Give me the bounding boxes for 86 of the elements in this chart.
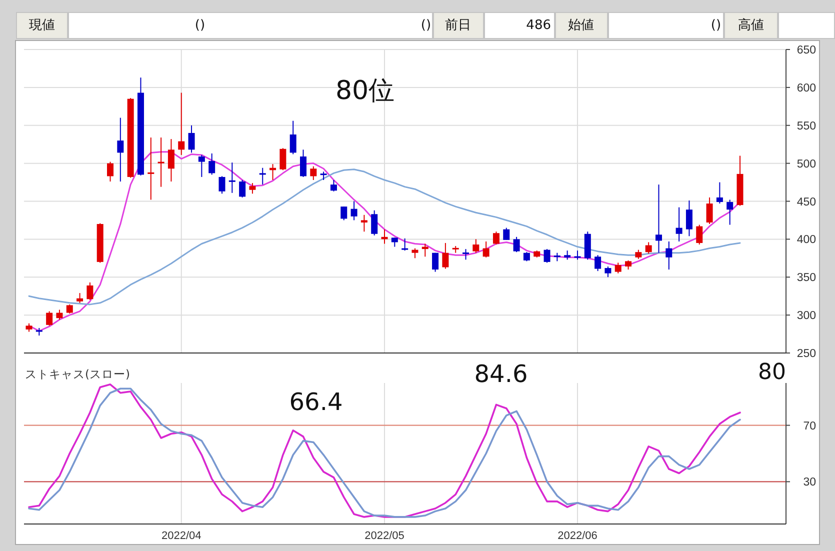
candlestick — [472, 238, 480, 254]
candlestick — [117, 117, 124, 182]
candlestick — [696, 224, 703, 245]
candlestick — [676, 206, 682, 242]
line-series — [28, 168, 741, 306]
candlestick — [574, 250, 581, 260]
y-tick-label: 30 — [803, 476, 816, 489]
candlestick — [300, 149, 306, 178]
text: () — [420, 18, 432, 33]
text: () — [194, 18, 206, 33]
candlestick — [168, 138, 174, 182]
y-tick-label: 650 — [796, 44, 816, 57]
candlestick — [402, 238, 408, 252]
candlestick — [107, 161, 114, 182]
text: 486 — [526, 18, 551, 33]
y-tick-label: 70 — [803, 420, 816, 432]
candlestick — [544, 248, 550, 264]
candlestick — [280, 148, 286, 171]
candlestick — [482, 240, 490, 258]
candlestick — [158, 137, 164, 188]
candlestick — [66, 304, 73, 314]
candlestick — [360, 214, 368, 232]
candlestick — [330, 180, 337, 192]
y-tick-label: 450 — [796, 196, 816, 208]
candlestick — [432, 252, 439, 272]
x-tick-label: 2022/06 — [558, 530, 598, 542]
candlestick — [604, 266, 612, 278]
y-tick-label: 600 — [796, 82, 816, 94]
text: 前日 — [445, 18, 471, 33]
y-tick-label: 400 — [796, 234, 816, 246]
candlestick — [635, 249, 642, 260]
candlestick — [594, 254, 602, 272]
candlestick — [564, 250, 571, 260]
candlestick — [513, 236, 520, 253]
y-tick-label: 550 — [796, 120, 816, 132]
text: 現値 — [29, 18, 55, 33]
candlestick — [666, 240, 672, 270]
annotation: 80位 — [335, 76, 395, 106]
chart-title: ストキャス(スロー) — [25, 367, 130, 381]
candlestick — [625, 260, 632, 270]
candlestick — [442, 242, 449, 270]
y-tick-label: 250 — [796, 348, 816, 360]
candlestick — [198, 154, 205, 178]
candlestick — [371, 210, 378, 236]
x-tick-label: 2022/05 — [364, 530, 404, 542]
x-tick-label: 2022/04 — [161, 530, 202, 542]
candlestick — [249, 182, 256, 194]
candlestick — [259, 167, 266, 186]
candlestick — [208, 152, 216, 176]
candlestick — [340, 206, 348, 221]
y-tick-label: 350 — [796, 272, 816, 284]
candlestick — [492, 231, 500, 245]
candlestick — [503, 227, 510, 240]
candlestick — [86, 282, 94, 300]
candlestick — [239, 180, 246, 198]
candlestick — [381, 228, 388, 244]
candlestick — [706, 196, 713, 225]
text: 始値 — [568, 18, 594, 33]
candlestick — [716, 182, 723, 204]
candlestick — [218, 176, 226, 194]
candlestick — [350, 200, 358, 221]
y-tick-label: 300 — [796, 310, 816, 322]
candlestick — [462, 248, 470, 260]
candlestick — [655, 184, 662, 254]
y-tick-label: 500 — [796, 158, 816, 170]
candlestick — [645, 242, 652, 254]
candlestick — [290, 120, 296, 155]
candlestick — [178, 92, 185, 156]
candlestick — [76, 292, 84, 304]
candlestick — [310, 166, 317, 181]
candlestick — [686, 200, 692, 237]
candlestick — [523, 252, 530, 262]
text: 80 — [758, 360, 786, 385]
candlestick — [614, 262, 622, 274]
candlestick — [228, 162, 236, 194]
candlestick — [391, 237, 398, 248]
annotation: 84.6 — [474, 360, 528, 388]
annotation: 66.4 — [289, 388, 343, 416]
text: 高値 — [738, 17, 764, 33]
candlestick — [412, 248, 418, 259]
candlestick — [148, 137, 154, 200]
candlestick — [56, 309, 63, 320]
candlestick — [726, 199, 734, 226]
candlestick — [46, 310, 53, 326]
text: () — [710, 18, 722, 33]
candlestick — [188, 124, 195, 154]
